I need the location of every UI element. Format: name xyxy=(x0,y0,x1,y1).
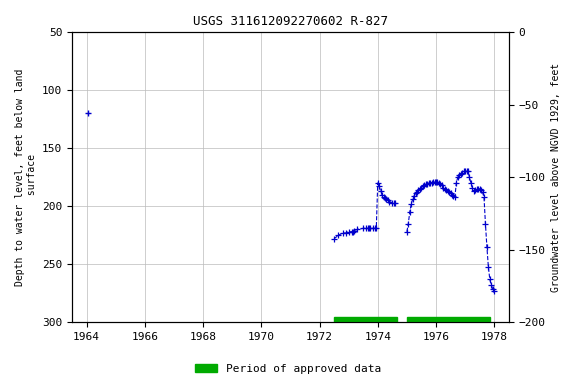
Bar xyxy=(407,316,490,323)
Y-axis label: Depth to water level, feet below land
 surface: Depth to water level, feet below land su… xyxy=(15,68,37,286)
Bar xyxy=(334,316,397,323)
Legend: Period of approved data: Period of approved data xyxy=(191,359,385,379)
Title: USGS 311612092270602 R-827: USGS 311612092270602 R-827 xyxy=(193,15,388,28)
Y-axis label: Groundwater level above NGVD 1929, feet: Groundwater level above NGVD 1929, feet xyxy=(551,63,561,292)
